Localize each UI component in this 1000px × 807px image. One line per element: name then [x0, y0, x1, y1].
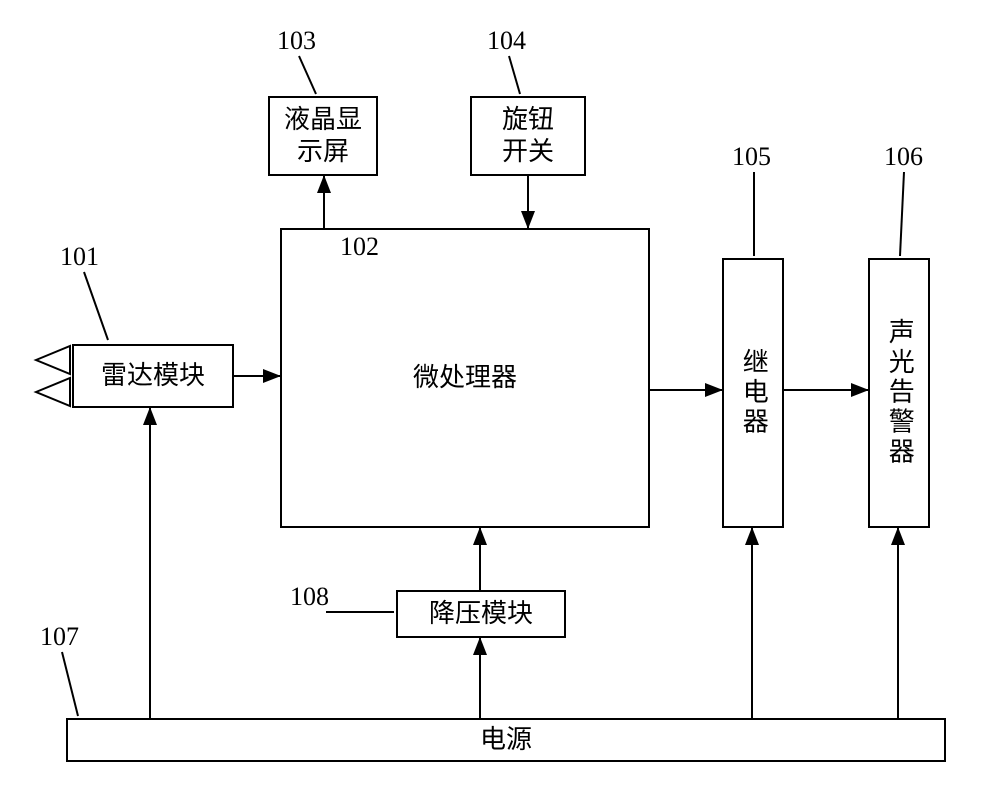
- node-radar-label: 雷达模块: [101, 360, 205, 393]
- ref-label-104: 104: [487, 26, 526, 56]
- node-buck-label: 降压模块: [429, 598, 533, 631]
- leader-0: [84, 272, 108, 340]
- node-power: 电源: [66, 718, 946, 762]
- node-alarm: 声光告警器: [868, 258, 930, 528]
- leader-6: [62, 652, 78, 716]
- node-relay: 继电器: [722, 258, 784, 528]
- node-mcu-label: 微处理器: [413, 362, 517, 395]
- ref-label-102: 102: [340, 232, 379, 262]
- leader-2: [299, 56, 316, 94]
- ref-label-107: 107: [40, 622, 79, 652]
- node-power-label: 电源: [480, 724, 532, 757]
- node-relay-label: 继电器: [737, 348, 770, 438]
- antenna-icon-0: [36, 346, 70, 374]
- ref-label-101: 101: [60, 242, 99, 272]
- node-lcd-label: 液晶显示屏: [284, 104, 362, 169]
- node-knob: 旋钮开关: [470, 96, 586, 176]
- ref-label-103: 103: [277, 26, 316, 56]
- node-buck: 降压模块: [396, 590, 566, 638]
- node-knob-label: 旋钮开关: [502, 104, 554, 169]
- node-lcd: 液晶显示屏: [268, 96, 378, 176]
- diagram-stage: 雷达模块 微处理器 液晶显示屏 旋钮开关继电器 声光告警器降压模块电源 101 102 103…: [0, 0, 1000, 807]
- ref-label-106: 106: [884, 142, 923, 172]
- leader-5: [900, 172, 904, 256]
- antenna-icon-1: [36, 378, 70, 406]
- leader-3: [509, 56, 520, 94]
- node-radar: 雷达模块: [72, 344, 234, 408]
- node-mcu: 微处理器: [280, 228, 650, 528]
- ref-label-108: 108: [290, 582, 329, 612]
- ref-label-105: 105: [732, 142, 771, 172]
- node-alarm-label: 声光告警器: [883, 318, 916, 468]
